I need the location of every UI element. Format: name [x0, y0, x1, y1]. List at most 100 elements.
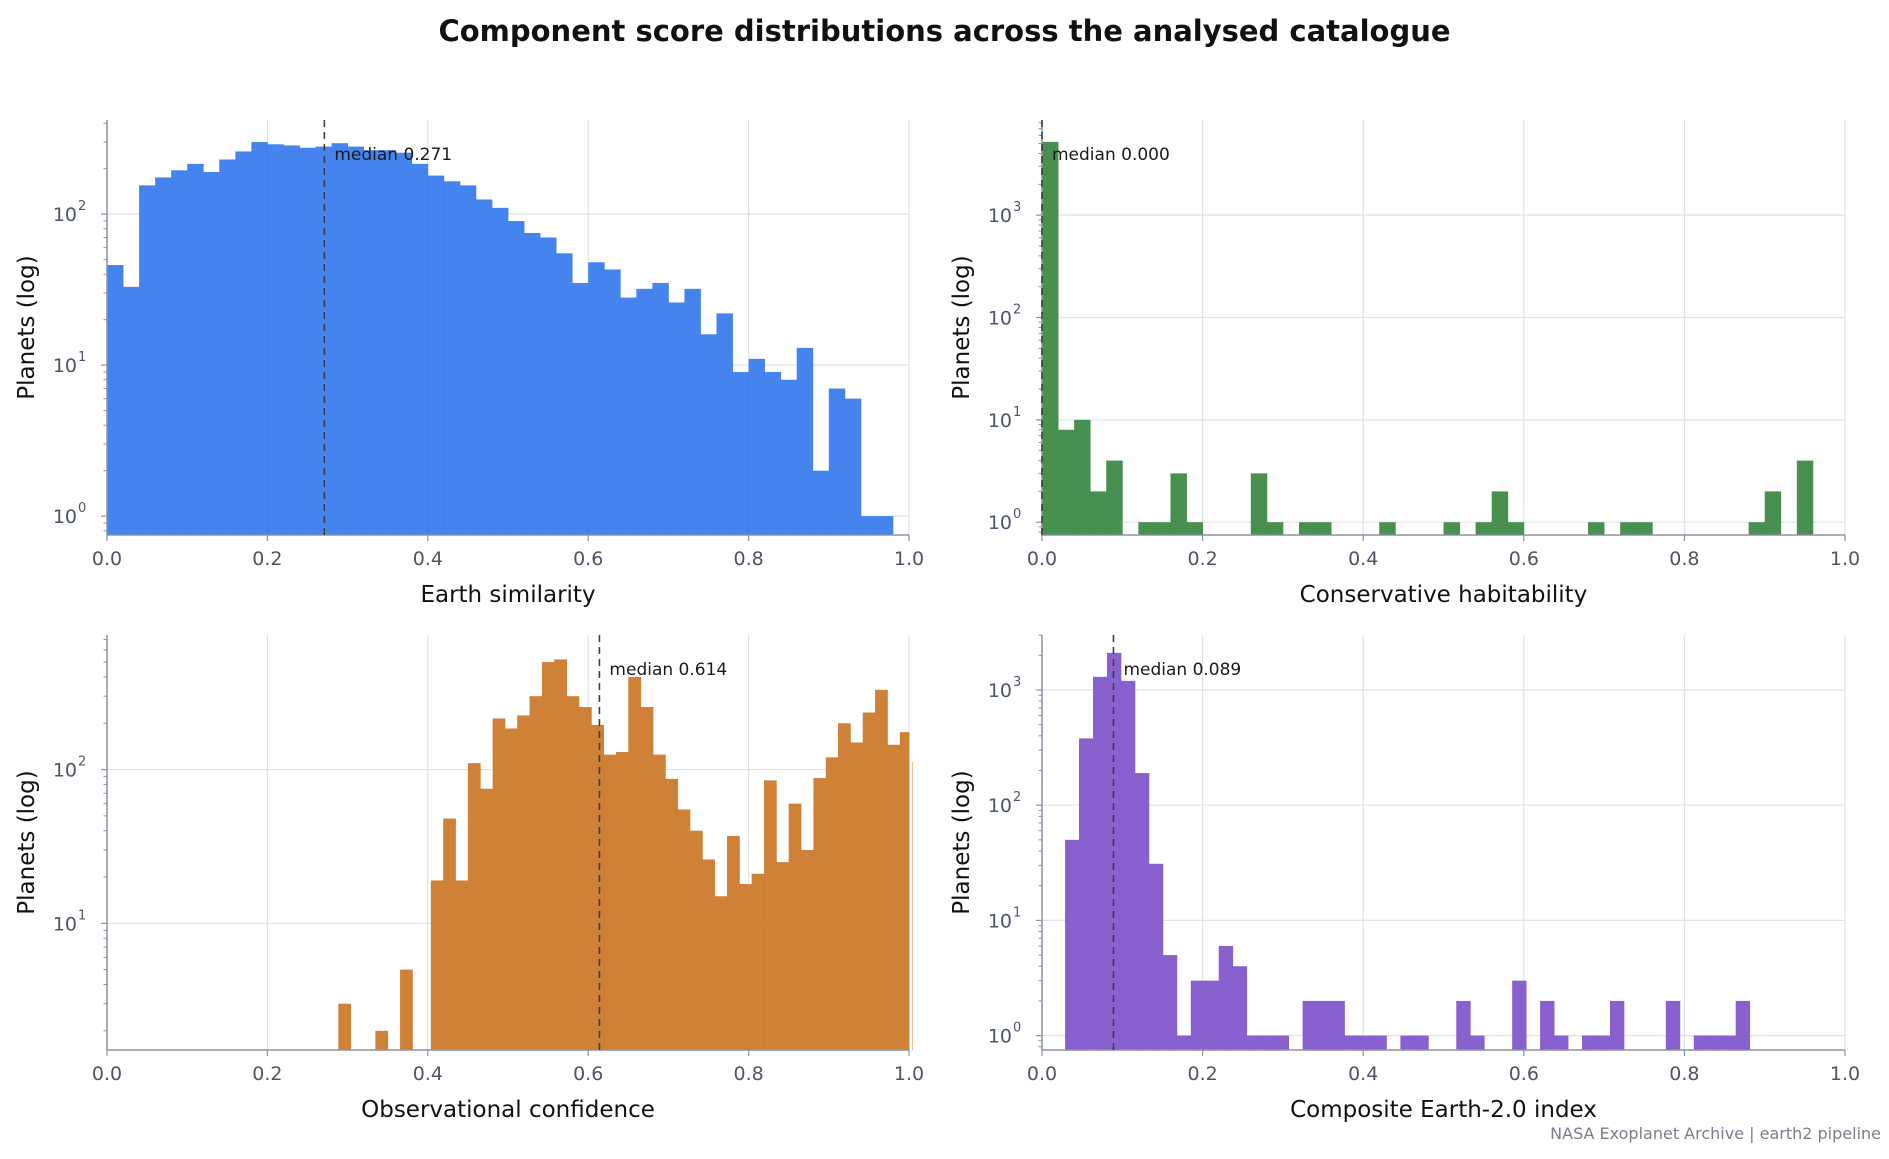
median-label: median 0.271 — [334, 145, 452, 165]
histogram-bar — [677, 809, 691, 1050]
histogram-bar — [1507, 522, 1525, 535]
histogram-bar — [912, 761, 913, 1050]
histogram-bar — [1218, 945, 1234, 1050]
histogram-bar — [1588, 522, 1605, 535]
y-tick-label: 10 — [53, 204, 77, 226]
histogram-bar — [813, 778, 827, 1050]
x-tick-label: 0.8 — [733, 548, 763, 570]
histogram-bar — [850, 742, 864, 1050]
x-tick-label: 1.0 — [894, 548, 924, 570]
histogram-bar — [219, 159, 236, 535]
y-tick-label: 10 — [988, 410, 1012, 432]
histogram-bar — [235, 151, 252, 535]
y-tick-exponent: 1 — [78, 908, 86, 923]
histogram-bar — [1512, 980, 1527, 1050]
histogram-bar — [1138, 522, 1155, 535]
histogram-bar — [776, 862, 790, 1050]
histogram-bar — [796, 347, 814, 535]
histogram-bar — [492, 718, 506, 1050]
histogram-bar — [480, 788, 493, 1050]
histogram-bar — [640, 707, 654, 1050]
histogram-bar — [524, 232, 541, 535]
y-tick-label: 10 — [988, 205, 1012, 227]
histogram-bar — [430, 880, 444, 1050]
x-tick-label: 0.2 — [252, 1063, 282, 1085]
x-axis-title: Earth similarity — [420, 582, 595, 608]
histogram-bar — [1162, 955, 1178, 1050]
y-tick-label: 10 — [988, 910, 1012, 932]
y-tick-exponent: 1 — [1013, 905, 1021, 920]
histogram-bar — [1058, 429, 1075, 535]
histogram-bar — [267, 144, 284, 536]
histogram-bar — [801, 849, 814, 1050]
histogram-bar — [1190, 980, 1206, 1050]
histogram-bar — [1315, 522, 1332, 535]
histogram-bar — [603, 754, 617, 1050]
x-tick-label: 0.0 — [1027, 548, 1057, 570]
histogram-bar — [556, 253, 573, 535]
histogram-bar — [107, 265, 124, 535]
histogram-bar — [375, 1030, 389, 1050]
x-tick-label: 1.0 — [894, 1063, 924, 1085]
y-tick-exponent: 0 — [1013, 1021, 1021, 1036]
histogram-bar — [1274, 1035, 1290, 1050]
histogram-bar — [467, 763, 481, 1050]
histogram-bar — [591, 724, 604, 1050]
histogram-bar — [700, 334, 717, 535]
y-tick-exponent: 2 — [1013, 790, 1021, 805]
x-tick-label: 0.6 — [573, 1063, 603, 1085]
histogram-bar — [1620, 522, 1637, 535]
histogram-bar — [1443, 522, 1460, 535]
y-tick-exponent: 2 — [1013, 302, 1021, 317]
x-tick-label: 0.0 — [92, 548, 122, 570]
histogram-bar — [1154, 522, 1171, 535]
histogram-bar — [702, 859, 716, 1050]
histogram-bar — [1470, 1035, 1485, 1050]
histogram-bar — [1186, 522, 1203, 535]
histogram-bar — [123, 286, 140, 535]
histogram-bar — [1134, 773, 1150, 1050]
y-tick-label: 10 — [988, 1026, 1012, 1048]
histogram-bar — [1092, 676, 1108, 1050]
histogram-bar — [1120, 680, 1136, 1050]
y-tick-label: 10 — [988, 512, 1012, 534]
histogram-bar — [628, 676, 642, 1050]
x-tick-label: 0.2 — [252, 548, 282, 570]
histogram-bar — [1344, 1035, 1359, 1050]
histogram-bar — [541, 662, 555, 1050]
histogram-bar — [1491, 491, 1509, 535]
histogram-bar — [363, 150, 381, 535]
histogram-bar — [504, 728, 518, 1050]
y-tick-label: 10 — [53, 506, 77, 528]
histogram-bar — [459, 185, 477, 536]
histogram-bar — [1414, 1035, 1429, 1050]
histogram-bar — [1748, 522, 1766, 535]
histogram-bar — [748, 358, 766, 535]
x-tick-label: 0.6 — [573, 548, 603, 570]
histogram-bar — [825, 757, 839, 1050]
y-axis-title: Planets (log) — [949, 770, 975, 914]
histogram-bar — [187, 163, 204, 536]
histogram-bar — [578, 707, 592, 1050]
histogram-bar — [763, 780, 777, 1050]
x-tick-label: 1.0 — [1830, 548, 1860, 570]
histogram-bar — [862, 712, 876, 1050]
histogram-bar — [1475, 522, 1493, 535]
histogram-bar — [475, 199, 493, 535]
x-tick-label: 0.8 — [1669, 1063, 1699, 1085]
histogram-bar — [604, 269, 621, 535]
x-axis-title: Composite Earth-2.0 index — [1290, 1097, 1597, 1123]
histogram-bar — [1582, 1035, 1597, 1050]
histogram-bar — [875, 689, 888, 1050]
y-axis-title: Planets (log) — [14, 770, 40, 914]
histogram-bar — [899, 732, 910, 1050]
histogram-bar — [1358, 1035, 1373, 1050]
histogram-bar — [554, 659, 568, 1050]
histogram-bar — [1379, 522, 1396, 535]
histogram-bar — [1330, 1000, 1345, 1050]
histogram-bar — [443, 818, 456, 1050]
x-tick-label: 0.4 — [413, 548, 443, 570]
figure-title: Component score distributions across the… — [438, 14, 1451, 48]
histogram-bar — [876, 516, 894, 535]
